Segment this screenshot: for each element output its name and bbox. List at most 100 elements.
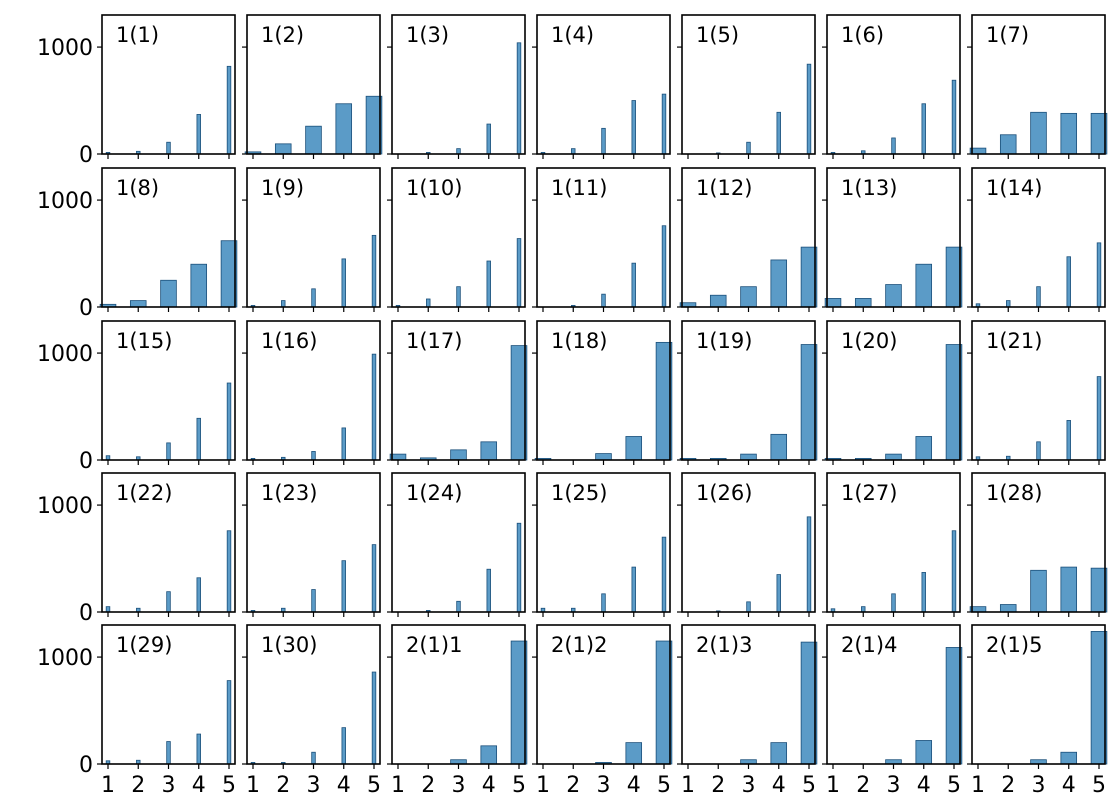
- bar: [625, 742, 643, 765]
- panel: 2(1)5 1 2 3 4 5: [967, 624, 1108, 798]
- panel: 1(15) 0 1000: [37, 320, 236, 474]
- panel-label: 1(2): [261, 23, 304, 47]
- bar: [486, 260, 491, 308]
- panel-label: 1(18): [551, 329, 607, 353]
- bar: [885, 284, 902, 308]
- panel: 1(5): [677, 14, 816, 159]
- panel-label: 1(17): [406, 329, 462, 353]
- bar: [661, 93, 667, 155]
- bar: [891, 137, 896, 155]
- x-tick-label: 5: [222, 773, 236, 798]
- x-tick-label: 1: [391, 773, 405, 798]
- x-tick-label: 2: [421, 773, 435, 798]
- x-tick-label: 3: [597, 773, 611, 798]
- panel-label: 1(11): [551, 176, 607, 200]
- y-tick-label: 0: [79, 143, 93, 168]
- bar: [999, 604, 1017, 613]
- bar: [341, 560, 346, 613]
- bar: [129, 300, 147, 308]
- bar: [190, 263, 208, 308]
- x-tick-label: 1: [101, 773, 115, 798]
- panel: 1(7): [967, 14, 1108, 159]
- panel-label: 1(23): [261, 481, 317, 505]
- bar: [1030, 111, 1047, 155]
- bar: [885, 453, 902, 461]
- x-tick-label: 5: [947, 773, 961, 798]
- x-tick-label: 1: [826, 773, 840, 798]
- x-tick-label: 3: [887, 773, 901, 798]
- panel: 1(14): [967, 167, 1106, 312]
- y-tick-label: 1000: [37, 189, 93, 214]
- x-tick-label: 4: [192, 773, 206, 798]
- bar: [1030, 569, 1047, 613]
- bar: [196, 577, 201, 613]
- y-tick-label: 1000: [37, 646, 93, 671]
- x-tick-label: 2: [856, 773, 870, 798]
- bar: [770, 259, 788, 308]
- x-tick-label: 5: [367, 773, 381, 798]
- bar: [709, 294, 727, 308]
- bar: [770, 742, 788, 765]
- bar: [776, 111, 781, 155]
- bar: [516, 42, 522, 155]
- bar: [915, 436, 933, 461]
- panel: 1(29) 0 1000 1 2 3 4 5: [37, 624, 236, 798]
- bar: [196, 417, 201, 461]
- panel: 1(25): [532, 472, 671, 617]
- bar: [806, 63, 812, 155]
- bar: [571, 148, 576, 155]
- x-tick-label: 1: [246, 773, 260, 798]
- bar: [915, 263, 933, 308]
- bar: [371, 353, 377, 461]
- panel: 1(3): [387, 14, 526, 159]
- bar: [1096, 242, 1102, 308]
- panel: 1(6): [822, 14, 961, 159]
- bar: [371, 234, 377, 308]
- bar: [371, 671, 377, 765]
- panel: 1(20): [822, 320, 963, 465]
- x-tick-label: 5: [802, 773, 816, 798]
- bar: [335, 103, 353, 155]
- y-tick-label: 0: [79, 753, 93, 778]
- x-tick-label: 5: [512, 773, 526, 798]
- panel: 1(2): [242, 14, 383, 159]
- bar: [631, 566, 636, 613]
- x-tick-label: 1: [971, 773, 985, 798]
- panel: 1(21): [967, 320, 1106, 465]
- bar: [921, 572, 926, 613]
- bar: [426, 298, 431, 308]
- bar: [486, 568, 491, 613]
- bar: [480, 441, 498, 461]
- bar: [1060, 566, 1078, 613]
- panel-label: 1(3): [406, 23, 449, 47]
- bar: [740, 286, 757, 308]
- bar: [951, 79, 957, 155]
- panel-label: 1(20): [841, 329, 897, 353]
- panel-label: 1(26): [696, 481, 752, 505]
- bar: [311, 589, 316, 613]
- bar: [166, 591, 171, 613]
- bar: [226, 382, 232, 461]
- bar: [1006, 300, 1011, 308]
- bar: [226, 530, 232, 613]
- panel: 1(10): [387, 167, 526, 312]
- x-tick-label: 1: [536, 773, 550, 798]
- bar: [486, 123, 491, 155]
- panel: 2(1)1 1 2 3 4 5: [387, 624, 528, 798]
- bar: [595, 453, 612, 461]
- x-tick-label: 2: [566, 773, 580, 798]
- x-tick-label: 3: [1032, 773, 1046, 798]
- bar: [305, 125, 322, 155]
- bar: [341, 427, 346, 461]
- x-tick-label: 5: [657, 773, 671, 798]
- panel: 1(30) 1 2 3 4 5: [242, 624, 381, 798]
- y-tick-label: 0: [79, 601, 93, 626]
- bar: [166, 442, 171, 461]
- panel-label: 1(21): [986, 329, 1042, 353]
- x-tick-label: 2: [1001, 773, 1015, 798]
- bar: [854, 298, 872, 308]
- x-tick-label: 5: [1092, 773, 1106, 798]
- bar: [661, 536, 667, 613]
- bar: [601, 593, 606, 613]
